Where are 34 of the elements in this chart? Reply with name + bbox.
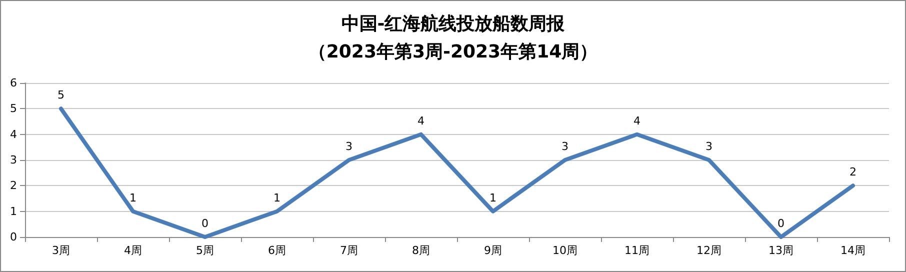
data-label: 1	[490, 191, 496, 204]
data-label: 1	[130, 191, 136, 204]
data-label: 0	[778, 217, 784, 230]
x-tick-label: 9周	[484, 244, 502, 257]
y-tick-label: 2	[10, 179, 17, 192]
x-tick-label: 4周	[124, 244, 142, 257]
y-tick-label: 1	[10, 204, 17, 218]
y-tick-label: 0	[10, 230, 17, 244]
x-tick-label: 11周	[624, 244, 650, 257]
line-series	[59, 106, 855, 239]
y-tick-label: 4	[10, 128, 17, 141]
data-label: 2	[850, 166, 856, 179]
x-tick-label: 14周	[840, 244, 866, 257]
data-label: 1	[274, 191, 280, 204]
data-label: 4	[634, 114, 640, 128]
chart-title: 中国-红海航线投放船数周报	[341, 14, 566, 34]
y-tick-label: 3	[10, 154, 17, 166]
x-tick-label: 12周	[696, 244, 722, 257]
data-label: 3	[562, 140, 568, 153]
x-tick-label: 7周	[340, 244, 358, 257]
data-label: 4	[418, 114, 424, 128]
data-label: 3	[346, 140, 352, 153]
x-tick-label: 5周	[196, 244, 214, 257]
x-tick-label: 8周	[412, 244, 430, 257]
x-tick-label: 6周	[268, 244, 286, 257]
x-tick-label: 10周	[552, 244, 578, 257]
chart-subtitle: （2023年第3周-2023年第14周）	[308, 42, 598, 62]
x-tick-label: 13周	[768, 244, 794, 257]
x-tick-label: 3周	[52, 244, 70, 257]
y-tick-label: 5	[10, 102, 17, 116]
data-label: 5	[58, 88, 64, 102]
y-tick-label: 6	[10, 76, 17, 90]
data-label: 3	[706, 140, 712, 153]
data-label: 0	[202, 217, 208, 230]
